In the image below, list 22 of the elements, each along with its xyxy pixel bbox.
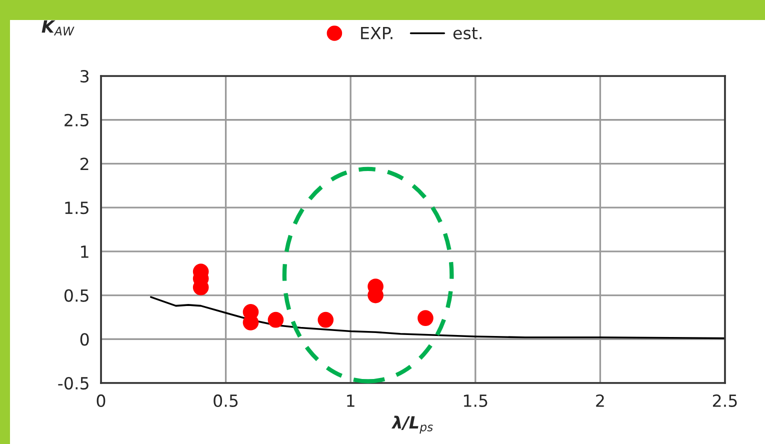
- y-tick-label: 0.5: [64, 289, 88, 302]
- point: [418, 310, 434, 326]
- y-tick-label: 1.5: [65, 202, 88, 214]
- x-tick-label: 2.5: [712, 394, 737, 408]
- x-tick-label: 1: [347, 394, 354, 407]
- x-tick-label: 0.5: [214, 394, 238, 408]
- y-tick-label: 0: [80, 333, 89, 346]
- point: [268, 312, 284, 328]
- line-series: [150, 296, 725, 340]
- point: [318, 312, 334, 328]
- x-axis-title: λ/L$_{ps}$: [392, 416, 433, 434]
- y-tick-label: 3: [80, 70, 89, 83]
- y-axis-title: K$_{AW}$: [42, 20, 74, 36]
- x-tick-label: 2: [596, 394, 604, 407]
- y-tick-label: -0.5: [58, 376, 88, 390]
- y-tick-label: 1: [81, 246, 88, 258]
- x-tick-label: 0: [96, 394, 106, 408]
- y-tick-label: 2.5: [64, 114, 88, 126]
- legend-label: EXP.: [361, 26, 392, 40]
- legend-label: est.: [453, 27, 482, 40]
- x-tick-label: 1.5: [464, 394, 488, 408]
- y-tick-label: 2: [80, 158, 88, 170]
